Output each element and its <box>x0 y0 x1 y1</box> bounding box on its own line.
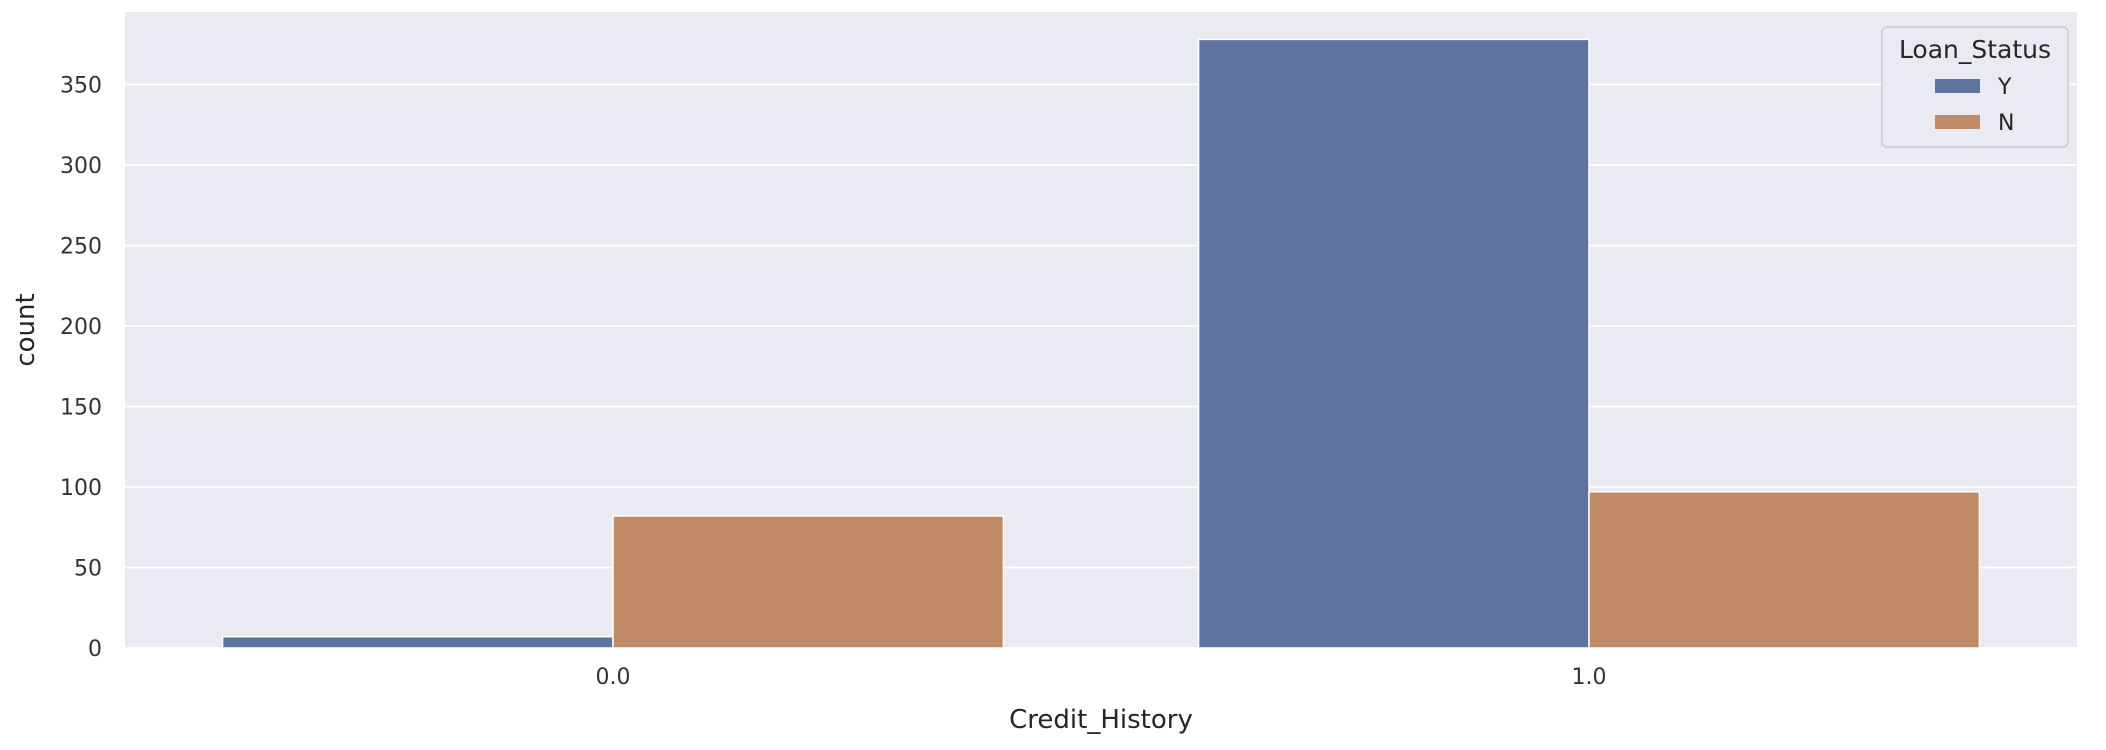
bars <box>221 38 1981 649</box>
legend-label-y: Y <box>1997 75 2012 100</box>
y-tick-label: 50 <box>74 556 102 581</box>
y-tick-label: 300 <box>60 154 102 179</box>
y-tick-label: 0 <box>88 637 102 662</box>
legend-swatch-y <box>1935 79 1980 93</box>
y-tick-label: 150 <box>60 395 102 420</box>
legend: Loan_Status Y N <box>1881 26 2069 148</box>
x-axis-label: Credit_History <box>1009 705 1193 735</box>
bar-y-0-0 <box>221 635 614 649</box>
y-tick-label: 200 <box>60 315 102 340</box>
bar-n-1-0 <box>1588 491 1981 649</box>
legend-swatch-n <box>1935 115 1980 129</box>
y-tick-label: 100 <box>60 476 102 501</box>
x-tick-label: 1.0 <box>1572 665 1607 690</box>
bar-n-0-0 <box>612 515 1005 649</box>
legend-label-n: N <box>1998 111 2014 136</box>
x-axis-ticks: 0.0 1.0 <box>596 665 1607 690</box>
bar-y-1-0 <box>1197 38 1590 649</box>
y-tick-label: 350 <box>60 73 102 98</box>
x-tick-label: 0.0 <box>596 665 631 690</box>
y-axis-ticks: 0 50 100 150 200 250 300 350 <box>60 73 102 662</box>
y-tick-label: 250 <box>60 234 102 259</box>
legend-title: Loan_Status <box>1899 35 2051 64</box>
y-axis-label: count <box>11 293 41 366</box>
